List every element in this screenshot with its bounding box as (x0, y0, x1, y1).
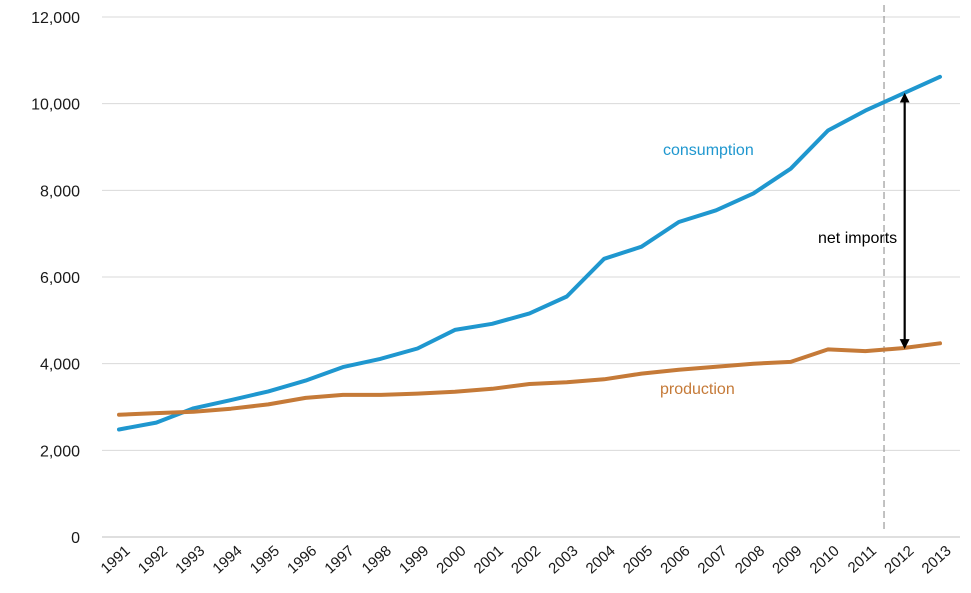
production-line (117, 341, 942, 417)
x-tick-label: 2007 (695, 542, 731, 577)
x-tick-label: 2003 (545, 542, 581, 577)
x-tick-label: 1997 (321, 542, 357, 577)
y-tick-label: 6,000 (40, 270, 80, 287)
x-axis-ticks: 1991 1992 1993 1994 1995 1996 1997 1998 1999 2000… (97, 542, 954, 577)
annotations: consumption production net imports (660, 92, 910, 398)
x-tick-label: 1998 (359, 542, 395, 577)
x-tick-label: 1996 (284, 542, 320, 577)
x-tick-label: 1993 (172, 542, 208, 577)
x-tick-label: 2004 (583, 542, 619, 577)
y-tick-label: 2,000 (40, 443, 80, 460)
x-tick-label: 2012 (881, 542, 917, 577)
y-tick-label: 8,000 (40, 183, 80, 200)
y-axis-ticks: 0 2,000 4,000 6,000 8,000 10,000 12,000 (31, 10, 80, 547)
x-tick-label: 2009 (769, 542, 805, 577)
x-tick-label: 2002 (508, 542, 544, 577)
production-label: production (660, 381, 735, 398)
gridlines (102, 16, 960, 538)
x-tick-label: 2008 (732, 542, 768, 577)
y-tick-label: 0 (71, 530, 80, 547)
x-tick-label: 2001 (471, 542, 507, 577)
x-tick-label: 2005 (620, 542, 656, 577)
y-tick-label: 4,000 (40, 357, 80, 374)
x-tick-label: 1992 (135, 542, 171, 577)
x-tick-label: 1991 (97, 542, 133, 577)
y-tick-label: 10,000 (31, 97, 80, 114)
series-lines (117, 74, 942, 432)
consumption-line (117, 74, 942, 432)
x-tick-label: 2010 (807, 542, 843, 577)
x-tick-label: 1999 (396, 542, 432, 577)
consumption-label: consumption (663, 142, 754, 159)
x-tick-label: 1995 (247, 542, 283, 577)
x-tick-label: 2011 (845, 542, 880, 576)
x-tick-label: 2000 (433, 542, 469, 577)
x-tick-label: 2013 (918, 542, 954, 577)
net-imports-label: net imports (818, 230, 897, 247)
x-tick-label: 1994 (209, 542, 245, 577)
x-tick-label: 2006 (657, 542, 693, 577)
y-tick-label: 12,000 (31, 10, 80, 27)
